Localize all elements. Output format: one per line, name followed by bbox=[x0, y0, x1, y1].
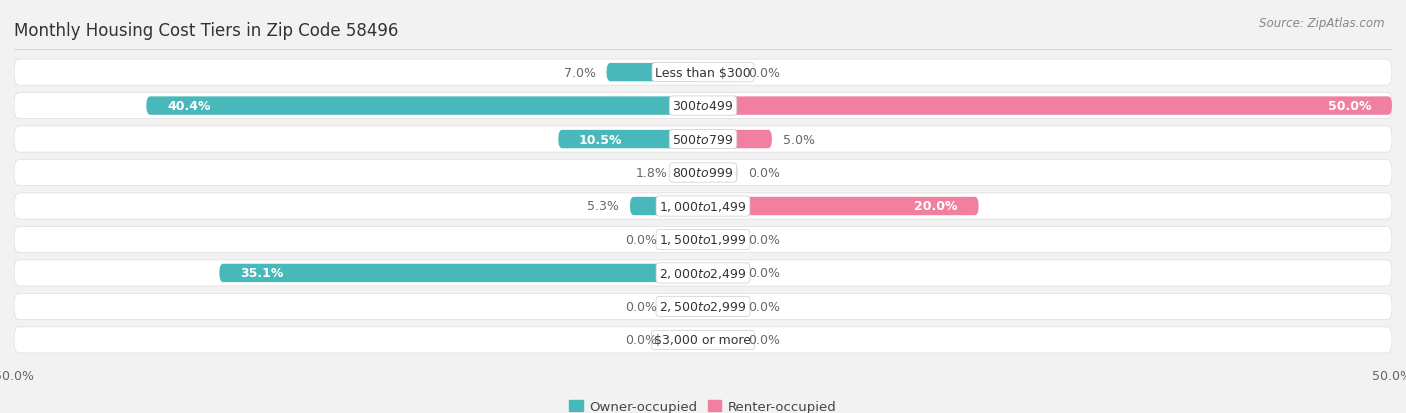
Text: Monthly Housing Cost Tiers in Zip Code 58496: Monthly Housing Cost Tiers in Zip Code 5… bbox=[14, 22, 398, 40]
Text: 0.0%: 0.0% bbox=[748, 334, 780, 347]
Legend: Owner-occupied, Renter-occupied: Owner-occupied, Renter-occupied bbox=[569, 400, 837, 413]
FancyBboxPatch shape bbox=[14, 227, 1392, 253]
Text: 50.0%: 50.0% bbox=[1327, 100, 1371, 113]
FancyBboxPatch shape bbox=[14, 327, 1392, 353]
Text: 20.0%: 20.0% bbox=[914, 200, 957, 213]
FancyBboxPatch shape bbox=[14, 60, 1392, 86]
FancyBboxPatch shape bbox=[630, 197, 703, 216]
FancyBboxPatch shape bbox=[703, 164, 738, 182]
FancyBboxPatch shape bbox=[669, 231, 703, 249]
Text: $300 to $499: $300 to $499 bbox=[672, 100, 734, 113]
FancyBboxPatch shape bbox=[703, 197, 979, 216]
FancyBboxPatch shape bbox=[14, 160, 1392, 186]
FancyBboxPatch shape bbox=[703, 231, 738, 249]
FancyBboxPatch shape bbox=[703, 97, 1392, 116]
FancyBboxPatch shape bbox=[606, 64, 703, 82]
Text: 5.3%: 5.3% bbox=[588, 200, 619, 213]
FancyBboxPatch shape bbox=[703, 297, 738, 316]
FancyBboxPatch shape bbox=[678, 164, 703, 182]
Text: $1,000 to $1,499: $1,000 to $1,499 bbox=[659, 199, 747, 214]
Text: 0.0%: 0.0% bbox=[748, 267, 780, 280]
Text: 40.4%: 40.4% bbox=[167, 100, 211, 113]
Text: $3,000 or more: $3,000 or more bbox=[655, 334, 751, 347]
Text: 7.0%: 7.0% bbox=[564, 66, 596, 79]
FancyBboxPatch shape bbox=[669, 331, 703, 349]
Text: 0.0%: 0.0% bbox=[626, 300, 658, 313]
Text: Less than $300: Less than $300 bbox=[655, 66, 751, 79]
Text: $800 to $999: $800 to $999 bbox=[672, 166, 734, 180]
FancyBboxPatch shape bbox=[146, 97, 703, 116]
Text: 0.0%: 0.0% bbox=[626, 334, 658, 347]
FancyBboxPatch shape bbox=[703, 64, 738, 82]
FancyBboxPatch shape bbox=[703, 264, 738, 282]
Text: 10.5%: 10.5% bbox=[579, 133, 623, 146]
Text: Source: ZipAtlas.com: Source: ZipAtlas.com bbox=[1260, 17, 1385, 29]
FancyBboxPatch shape bbox=[558, 131, 703, 149]
Text: 0.0%: 0.0% bbox=[748, 300, 780, 313]
Text: 0.0%: 0.0% bbox=[748, 66, 780, 79]
Text: 0.0%: 0.0% bbox=[748, 166, 780, 180]
FancyBboxPatch shape bbox=[14, 93, 1392, 119]
Text: 1.8%: 1.8% bbox=[636, 166, 668, 180]
FancyBboxPatch shape bbox=[14, 294, 1392, 320]
FancyBboxPatch shape bbox=[703, 131, 772, 149]
FancyBboxPatch shape bbox=[14, 260, 1392, 286]
FancyBboxPatch shape bbox=[14, 127, 1392, 153]
Text: $500 to $799: $500 to $799 bbox=[672, 133, 734, 146]
FancyBboxPatch shape bbox=[703, 331, 738, 349]
FancyBboxPatch shape bbox=[669, 297, 703, 316]
FancyBboxPatch shape bbox=[14, 193, 1392, 220]
Text: 0.0%: 0.0% bbox=[626, 233, 658, 247]
Text: $2,000 to $2,499: $2,000 to $2,499 bbox=[659, 266, 747, 280]
Text: $2,500 to $2,999: $2,500 to $2,999 bbox=[659, 300, 747, 313]
Text: 35.1%: 35.1% bbox=[240, 267, 284, 280]
Text: $1,500 to $1,999: $1,500 to $1,999 bbox=[659, 233, 747, 247]
Text: 5.0%: 5.0% bbox=[783, 133, 815, 146]
FancyBboxPatch shape bbox=[219, 264, 703, 282]
Text: 0.0%: 0.0% bbox=[748, 233, 780, 247]
